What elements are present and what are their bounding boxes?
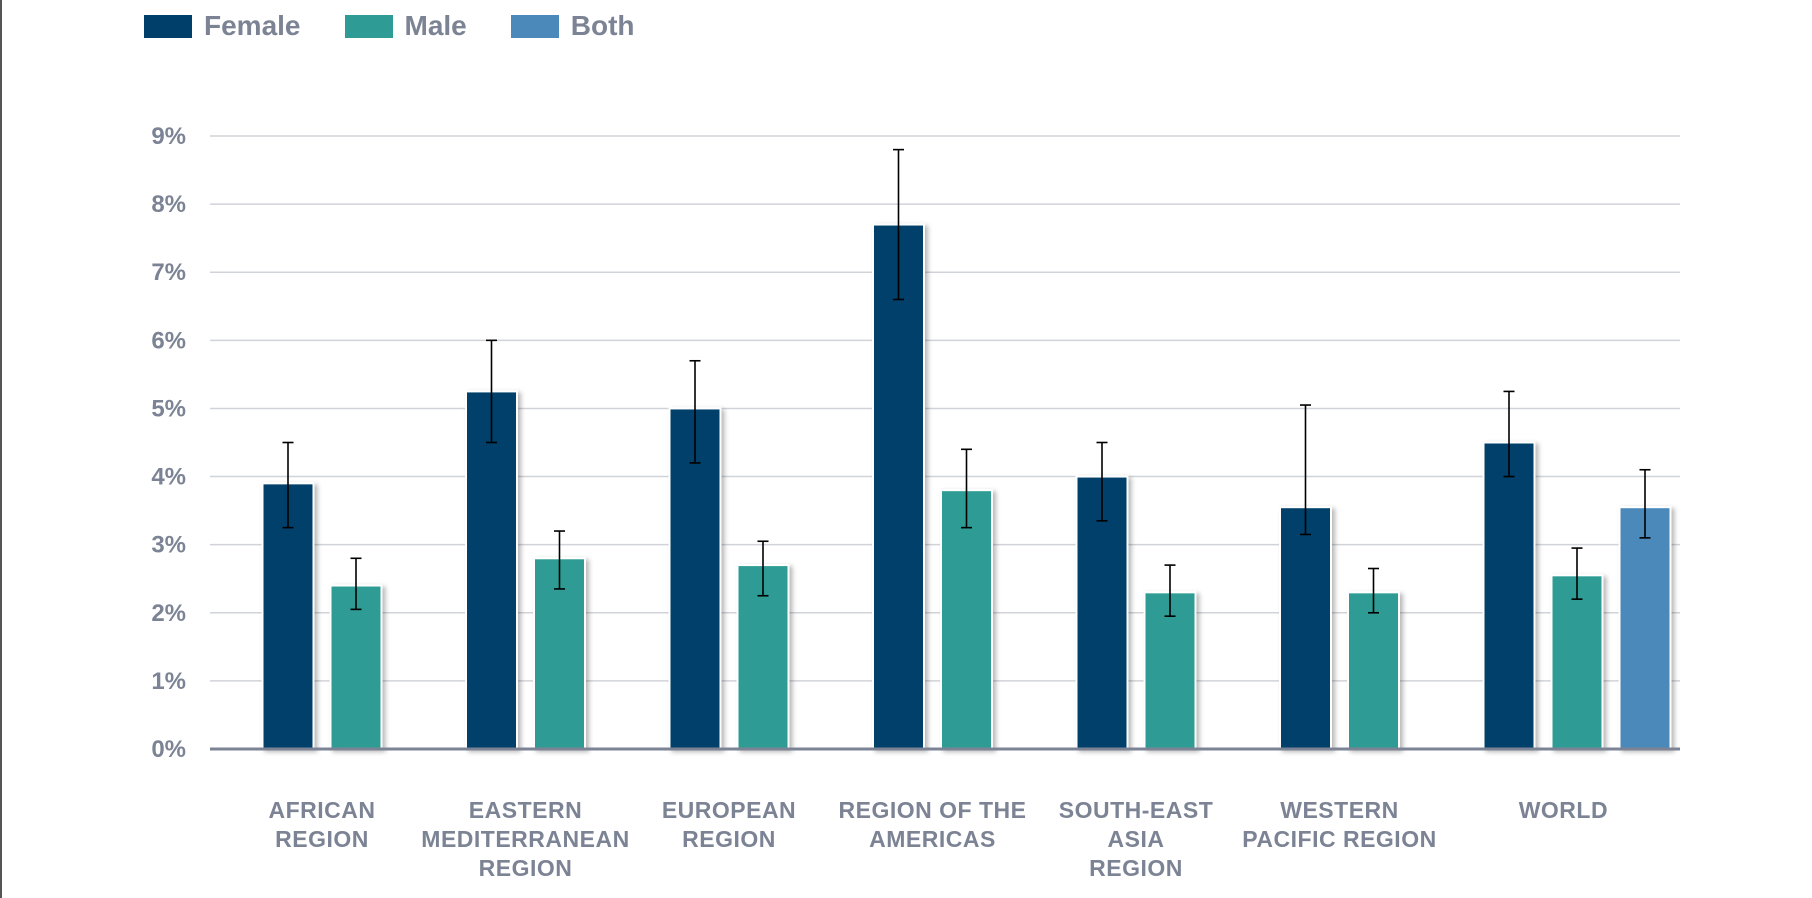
- bar-both[interactable]: [1618, 506, 1672, 751]
- y-tick-label: 7%: [151, 259, 186, 286]
- x-category-label: WORLD: [1519, 797, 1608, 823]
- x-category-label: REGION OF THE: [839, 797, 1027, 823]
- bar-female[interactable]: [1075, 475, 1129, 750]
- x-category-label: AFRICAN: [269, 797, 376, 823]
- y-tick-label: 8%: [151, 191, 186, 218]
- x-category-label: EUROPEAN: [662, 797, 796, 823]
- legend-label-male: Male: [404, 10, 467, 41]
- error-bars: [282, 148, 1651, 617]
- y-tick-label: 5%: [151, 395, 186, 422]
- left-border: [0, 0, 2, 898]
- y-tick-label: 3%: [151, 532, 186, 559]
- y-tick-label: 6%: [151, 327, 186, 354]
- y-tick-label: 9%: [151, 123, 186, 150]
- x-category-label: REGION: [1089, 855, 1183, 881]
- legend-swatch-male: [344, 14, 393, 38]
- x-category-label: SOUTH-EAST: [1059, 797, 1214, 823]
- legend-label-female: Female: [204, 10, 301, 41]
- bar-male[interactable]: [329, 584, 383, 750]
- y-tick-label: 2%: [151, 600, 186, 627]
- legend-swatch-both: [510, 14, 559, 38]
- bar-female[interactable]: [872, 223, 925, 751]
- legend: Female Male Both: [144, 10, 679, 42]
- x-category-label: REGION: [275, 826, 369, 852]
- legend-item-both[interactable]: Both: [510, 10, 635, 42]
- legend-item-female[interactable]: Female: [144, 10, 301, 42]
- bar-male[interactable]: [533, 557, 586, 750]
- x-category-label: AMERICAS: [869, 826, 996, 852]
- axes: 0% 1% 2% 3% 4% 5% 6% 7% 8% 9% AFRICAN REGION EASTERN…: [151, 123, 1680, 881]
- y-tick-label: 1%: [151, 668, 186, 695]
- x-category-label: REGION: [479, 855, 573, 881]
- legend-label-both: Both: [570, 10, 635, 41]
- bar-male[interactable]: [1550, 574, 1604, 750]
- x-category-label: ASIA: [1108, 826, 1165, 852]
- x-category-label: WESTERN: [1280, 797, 1399, 823]
- bar-male[interactable]: [1143, 591, 1197, 750]
- y-tick-label: 4%: [151, 464, 186, 491]
- bar-female[interactable]: [465, 390, 518, 750]
- legend-item-male[interactable]: Male: [344, 10, 467, 42]
- bar-female[interactable]: [1482, 441, 1536, 750]
- x-category-label: PACIFIC REGION: [1242, 826, 1436, 852]
- x-category-label: MEDITERRANEAN: [421, 826, 629, 852]
- legend-swatch-female: [144, 14, 192, 38]
- x-category-label: REGION: [682, 826, 776, 852]
- x-category-label: EASTERN: [469, 797, 582, 823]
- bar-male[interactable]: [1347, 591, 1400, 750]
- y-tick-label: 0%: [151, 736, 186, 763]
- bar-female[interactable]: [1279, 506, 1332, 751]
- bar-male[interactable]: [940, 489, 993, 750]
